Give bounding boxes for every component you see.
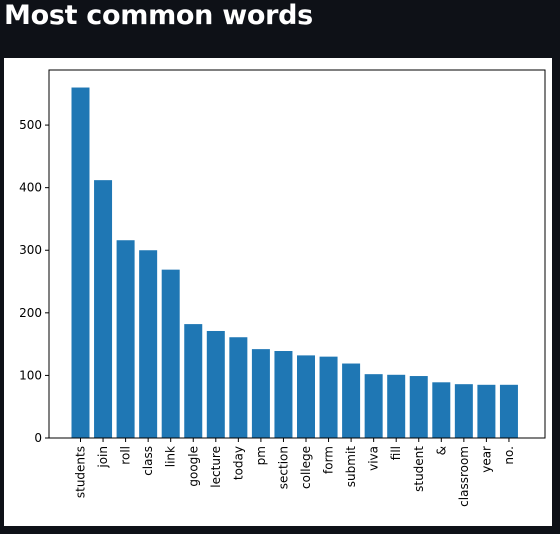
x-tick-label: google (186, 446, 200, 487)
bar-students (71, 87, 90, 439)
bar-class (139, 250, 158, 438)
y-tick-label: 0 (34, 431, 42, 445)
y-tick-label: 500 (19, 118, 42, 132)
x-tick-label: class (141, 446, 155, 476)
x-tick-label: section (276, 446, 290, 489)
bar-college (297, 355, 315, 438)
bar-form (319, 356, 338, 438)
x-tick-label: submit (344, 446, 358, 487)
bar-viva (364, 374, 383, 438)
x-tick-label: classroom (457, 446, 471, 507)
chart-figure: 0 100 200 300 400 500 students join roll class li… (4, 58, 552, 526)
bar-section (274, 351, 293, 438)
bar-join (94, 180, 113, 438)
bar-link (161, 269, 180, 438)
x-tick-label: roll (119, 446, 133, 465)
y-axis: 0 100 200 300 400 500 (19, 118, 49, 445)
x-tick-label: year (479, 446, 493, 473)
y-tick-label: 200 (19, 306, 42, 320)
bar-google (184, 324, 203, 438)
bar-roll (116, 240, 135, 438)
x-axis: students join roll class link google lecture to… (74, 438, 516, 507)
bar-classroom (454, 384, 473, 438)
x-tick-label: join (96, 446, 110, 469)
page-title: Most common words (4, 0, 313, 31)
bars-group (71, 87, 518, 439)
bar-today (229, 337, 248, 438)
x-tick-label: form (322, 446, 336, 474)
x-tick-label: students (74, 446, 88, 498)
x-tick-label: pm (254, 446, 268, 465)
plot-frame (48, 69, 546, 439)
x-tick-label: today (231, 446, 245, 480)
bar-no (499, 384, 518, 438)
x-tick-label: college (299, 446, 313, 489)
bar-year (477, 384, 496, 438)
x-tick-label: student (412, 446, 426, 492)
bar-chart: 0 100 200 300 400 500 students join roll class li… (19, 69, 546, 507)
bar-pm (251, 349, 270, 438)
x-tick-label: viva (367, 446, 381, 471)
bar-student (409, 376, 428, 438)
x-tick-label: lecture (209, 446, 223, 488)
y-tick-label: 100 (19, 368, 42, 382)
y-tick-label: 300 (19, 243, 42, 257)
bar- (432, 382, 451, 438)
bar-lecture (206, 330, 225, 438)
x-tick-label: no. (502, 446, 516, 465)
bar-submit (342, 363, 361, 438)
x-tick-label: & (434, 446, 448, 455)
y-tick-label: 400 (19, 181, 42, 195)
x-tick-label: fill (389, 446, 403, 460)
bar-fill (387, 374, 406, 438)
x-tick-label: link (164, 446, 178, 467)
